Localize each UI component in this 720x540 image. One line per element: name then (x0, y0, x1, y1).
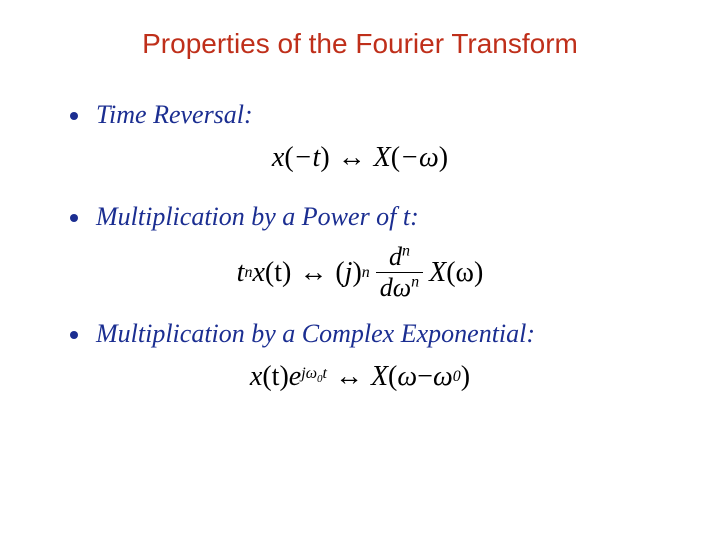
eq3-minus: − (417, 361, 433, 393)
eq2-t: t (237, 257, 245, 289)
eq2-x: x (252, 257, 264, 289)
bullet-label: Multiplication by a Power of t: (96, 202, 419, 232)
eq3-close: ) (461, 361, 470, 393)
eq2-num-d: d (389, 242, 402, 271)
bullet-item-power-of-t: Multiplication by a Power of t: (70, 202, 680, 232)
slide: Properties of the Fourier Transform Time… (0, 0, 720, 540)
eq3-e-sup: jω0t (301, 374, 327, 379)
eq2-num-exp: n (402, 242, 410, 259)
eq2-fraction: dn dωn (376, 244, 423, 301)
eq2-j: j (345, 257, 353, 289)
double-arrow-icon: ↔ (330, 142, 374, 174)
eq1-lhs-var: x (272, 142, 284, 174)
eq2-frac-num: dn (385, 244, 414, 270)
eq1-rhs-var: X (374, 142, 391, 174)
eq3-x-arg: (t) (262, 361, 288, 393)
bullet-item-complex-exponential: Multiplication by a Complex Exponential: (70, 319, 680, 349)
bullet-dot-icon (70, 331, 78, 339)
bullet-item-time-reversal: Time Reversal: (70, 100, 680, 130)
eq1-rhs-open: ( (391, 142, 400, 174)
eq3-X: X (371, 361, 388, 393)
equation-power-of-t: t n x(t) ↔ ( j) n dn dωn X(ω) (40, 244, 680, 301)
double-arrow-icon: ↔ (291, 257, 335, 289)
eq3-x: x (250, 361, 262, 393)
eq2-x-arg: (t) (265, 257, 291, 289)
eq2-j-close: ) (352, 257, 361, 289)
eq1-rhs-arg: −ω (400, 142, 439, 174)
eq1-lhs-arg: −t (294, 142, 321, 174)
eq3-open: ( (388, 361, 397, 393)
eq3-w: ω (397, 361, 417, 393)
eq2-den-w: ω (393, 273, 411, 302)
bullet-label: Multiplication by a Complex Exponential: (96, 319, 535, 349)
eq3-e-sup-w: ω (306, 365, 317, 382)
eq2-den-exp: n (411, 273, 419, 290)
eq2-den-d: d (380, 273, 393, 302)
equation-time-reversal: x(−t) ↔ X(−ω) (40, 142, 680, 174)
page-title: Properties of the Fourier Transform (40, 28, 680, 60)
eq2-frac-den: dωn (376, 275, 423, 301)
bullet-dot-icon (70, 112, 78, 120)
eq1-rhs-close: ) (439, 142, 448, 174)
eq2-X: X (429, 257, 446, 289)
eq2-j-open: ( (335, 257, 344, 289)
bullet-dot-icon (70, 214, 78, 222)
eq3-w2: ω (433, 361, 453, 393)
eq3-e: e (289, 361, 301, 393)
equation-complex-exponential: x(t)e jω0t ↔ X(ω − ω0) (40, 361, 680, 393)
bullet-label: Time Reversal: (96, 100, 253, 130)
eq1-lhs-close: ) (320, 142, 329, 174)
eq2-X-arg: (ω) (446, 257, 483, 289)
eq1-lhs-open: ( (284, 142, 293, 174)
double-arrow-icon: ↔ (327, 361, 371, 393)
